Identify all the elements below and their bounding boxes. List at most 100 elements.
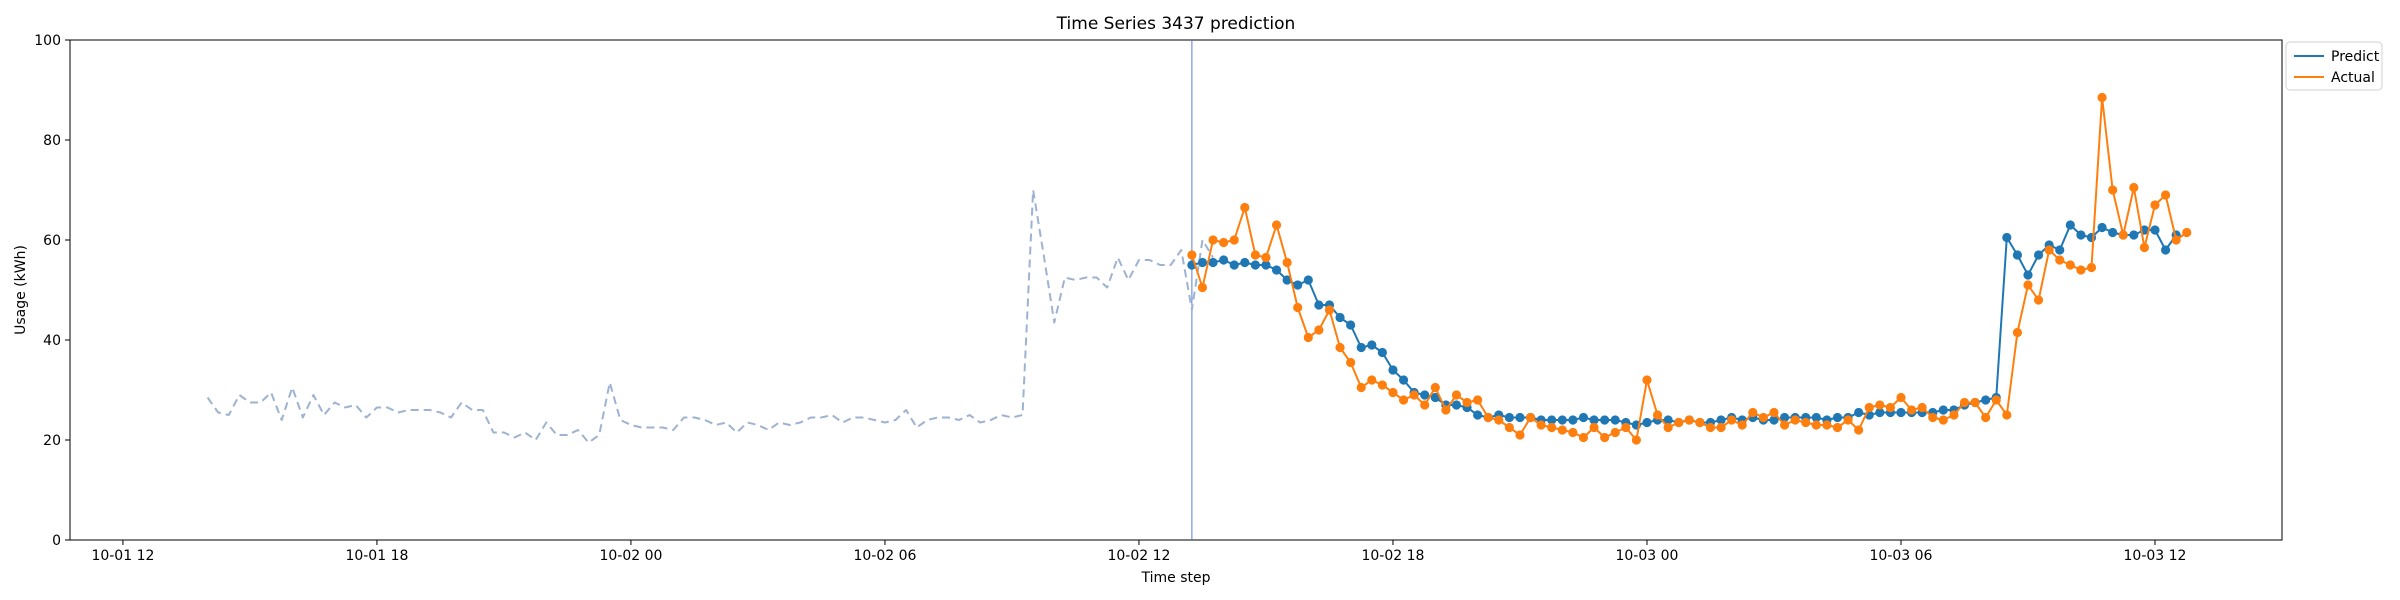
series-forecast-point	[1250, 260, 1260, 270]
series-forecast-point	[2023, 270, 2033, 280]
y-tick-label: 100	[34, 33, 61, 49]
series-forecast-point	[1854, 407, 1864, 418]
series-actual-point	[1801, 417, 1811, 428]
x-tick-label: 10-02 06	[853, 548, 916, 564]
series-forecast-point	[1504, 412, 1514, 423]
series-history	[206, 189, 1214, 444]
series-actual-point	[1578, 432, 1589, 443]
series-forecast-point	[1779, 412, 1790, 423]
series-actual-point	[1642, 375, 1652, 385]
series-forecast-point	[1229, 260, 1239, 270]
plot-area-frame	[69, 39, 2283, 541]
series-forecast-point	[1208, 257, 1218, 268]
series-actual-point	[2033, 295, 2044, 305]
series-actual-point	[1197, 282, 1208, 293]
y-tick-label: 80	[43, 133, 61, 149]
x-tick-label: 10-02 12	[1107, 548, 1170, 564]
series-actual	[1187, 92, 2192, 445]
series-actual-point	[1494, 415, 1504, 425]
series-forecast-point	[1356, 342, 1366, 353]
series-forecast-point	[2002, 232, 2012, 243]
series-actual-point	[2097, 92, 2107, 103]
series-forecast-point	[1557, 415, 1567, 425]
series-forecast-point	[2033, 250, 2044, 260]
series-actual-point	[1420, 400, 1430, 410]
series-actual-point	[2171, 235, 2181, 245]
x-tick-label: 10-02 00	[599, 548, 662, 564]
series-forecast-point	[1261, 260, 1271, 270]
series-forecast-point	[1420, 390, 1430, 400]
series-forecast-point	[2012, 250, 2023, 260]
series-forecast-point	[2160, 245, 2171, 255]
series-actual-point	[1271, 220, 1282, 230]
series-actual-point	[1674, 417, 1684, 428]
series-forecast-point	[1398, 375, 1409, 385]
legend-actual-label: Actual	[2331, 70, 2375, 86]
series-actual-point	[1451, 390, 1462, 400]
series-forecast-point	[1811, 412, 1821, 423]
series-actual-line	[1190, 96, 2188, 441]
series-forecast-point	[1346, 320, 1356, 330]
series-actual-point	[1727, 415, 1737, 425]
legend-predict-label: Predict	[2331, 49, 2380, 65]
series-forecast-point	[2150, 225, 2160, 235]
series-forecast-point	[2108, 227, 2118, 238]
series-actual-point	[1875, 400, 1885, 410]
y-tick-label: 40	[43, 333, 61, 349]
series-actual-point	[1282, 257, 1292, 268]
series-actual-point	[1769, 407, 1779, 418]
series-forecast-point	[1716, 415, 1726, 425]
series-forecast-point	[1769, 415, 1779, 425]
x-tick-label: 10-01 12	[91, 548, 154, 564]
series-forecast-point	[2129, 230, 2139, 240]
series-actual-point	[1388, 387, 1398, 398]
series-actual-point	[1652, 410, 1663, 420]
x-tick-label: 10-03 00	[1615, 548, 1678, 564]
series-actual-point	[2118, 230, 2128, 240]
series-actual-point	[1240, 202, 1250, 213]
series-history-line	[206, 189, 1214, 444]
series-forecast-point	[1578, 412, 1589, 423]
series-actual-point	[1864, 402, 1874, 413]
series-actual-point	[1377, 380, 1387, 390]
series-forecast-point	[1367, 340, 1377, 350]
series-forecast-point	[1981, 395, 1991, 405]
series-actual-point	[1250, 250, 1260, 260]
series-forecast-point	[1938, 405, 1948, 415]
series-forecast-point	[1515, 412, 1525, 423]
series-actual-point	[1568, 427, 1578, 438]
series-actual-point	[2055, 255, 2065, 265]
series-actual-point	[1748, 407, 1758, 418]
series-actual-point	[1219, 237, 1229, 248]
series-forecast-point	[1875, 407, 1885, 418]
series-actual-point	[2150, 200, 2160, 210]
series-actual-point	[1631, 435, 1641, 445]
y-tick-label: 20	[43, 433, 61, 449]
x-tick-label: 10-02 18	[1361, 548, 1424, 564]
series-actual-point	[1843, 415, 1853, 425]
series-layer	[206, 92, 2192, 445]
series-forecast-point	[2065, 220, 2075, 230]
series-actual-point	[1261, 252, 1271, 263]
series-forecast-point	[1293, 280, 1303, 290]
series-actual-point	[1589, 422, 1599, 433]
series-actual-point	[1896, 392, 1906, 403]
series-actual-point	[1473, 395, 1483, 405]
series-forecast-point	[1451, 400, 1462, 410]
series-actual-point	[2086, 262, 2097, 273]
series-actual-point	[1949, 410, 1959, 420]
series-actual-point	[1906, 405, 1917, 415]
series-actual-point	[1525, 412, 1536, 423]
series-actual-point	[1885, 402, 1895, 413]
series-actual-point	[1398, 395, 1409, 405]
series-actual-point	[2139, 242, 2150, 253]
series-actual-point	[1959, 397, 1970, 408]
series-forecast-point	[1388, 365, 1398, 375]
series-forecast-point	[1314, 300, 1324, 310]
series-actual-point	[1822, 420, 1832, 430]
series-forecast-point	[2076, 230, 2086, 240]
series-actual-point	[2012, 327, 2023, 338]
series-actual-point	[2182, 227, 2192, 238]
series-forecast-point	[1282, 275, 1292, 285]
